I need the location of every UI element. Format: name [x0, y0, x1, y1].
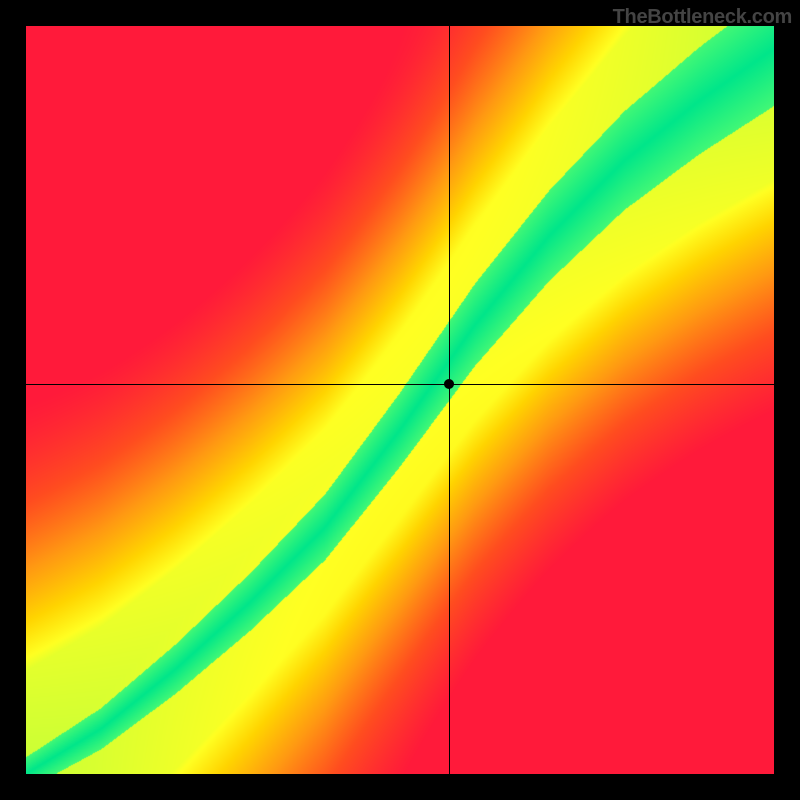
heatmap-canvas	[26, 26, 774, 774]
watermark-text: TheBottleneck.com	[613, 6, 792, 29]
crosshair-marker	[444, 379, 454, 389]
crosshair-vertical	[449, 26, 450, 774]
chart-container: TheBottleneck.com	[0, 0, 800, 800]
chart-box	[26, 26, 774, 774]
crosshair-horizontal	[26, 384, 774, 385]
